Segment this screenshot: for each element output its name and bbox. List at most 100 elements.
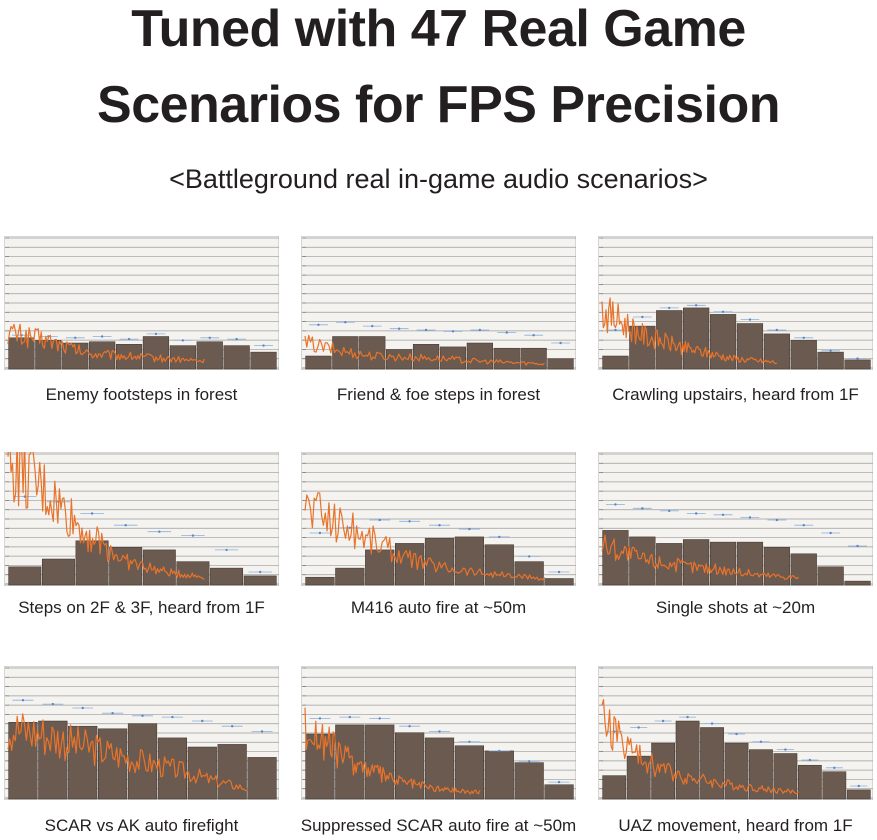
- bar: [365, 724, 395, 800]
- bar: [736, 541, 764, 586]
- marker-dot: [668, 306, 671, 310]
- bar: [629, 536, 656, 586]
- marker-dot: [154, 332, 158, 336]
- marker-dot: [258, 570, 262, 574]
- marker-dot: [348, 715, 352, 719]
- bar: [243, 575, 277, 586]
- marker-dot: [158, 530, 161, 533]
- bar: [749, 749, 773, 800]
- bar: [484, 750, 514, 800]
- bar: [98, 728, 128, 800]
- bar: [68, 725, 98, 800]
- bar: [365, 549, 395, 586]
- headline-line-1: Tuned with 47 Real Game: [131, 0, 746, 58]
- marker-dot: [802, 524, 805, 527]
- bar: [41, 558, 75, 586]
- chart-caption: UAZ movement, heard from 1F: [618, 816, 853, 835]
- chart-svg: [4, 236, 279, 370]
- spectrum-trace: [7, 323, 205, 364]
- marker-dot: [557, 780, 561, 784]
- marker-dot: [408, 520, 411, 523]
- spectrum-trace: [304, 707, 481, 795]
- marker-dot: [641, 507, 644, 510]
- scenario-chart-8: [301, 666, 576, 800]
- marker-dot: [378, 717, 381, 720]
- bar: [544, 784, 574, 800]
- bar: [454, 536, 484, 586]
- marker-dot: [262, 344, 265, 347]
- marker-dot: [748, 516, 752, 519]
- marker-dot: [661, 719, 665, 723]
- spectrum-trace: [304, 334, 545, 366]
- marker-dot: [532, 334, 535, 337]
- bar: [763, 333, 790, 370]
- bar: [223, 345, 250, 370]
- marker-dot: [498, 749, 501, 753]
- marker-dot: [775, 328, 779, 332]
- headline-line-2: Scenarios for FPS Precision: [97, 76, 780, 134]
- marker-dot: [614, 503, 617, 506]
- marker-dot: [686, 715, 689, 719]
- marker-dot: [397, 327, 401, 330]
- marker-dot: [318, 531, 322, 535]
- scenario-chart-5: [301, 452, 576, 586]
- marker-dot: [378, 518, 381, 522]
- scenario-chart-9: [598, 666, 873, 800]
- bar: [250, 351, 277, 370]
- marker-dot: [201, 719, 204, 723]
- chart-svg: [4, 666, 279, 800]
- bar: [547, 358, 574, 370]
- bar: [790, 340, 817, 370]
- bar: [724, 742, 749, 800]
- chart-caption: Single shots at ~20m: [655, 598, 816, 617]
- chart-caption: Enemy footsteps in forest: [45, 385, 238, 404]
- bar: [651, 742, 676, 800]
- bar: [359, 336, 386, 370]
- bar: [395, 543, 425, 586]
- marker-dot: [225, 548, 228, 552]
- marker-dot: [371, 324, 374, 328]
- chart-svg: [301, 666, 576, 800]
- bar: [466, 342, 493, 370]
- spectrum-trace: [601, 534, 799, 580]
- bar: [210, 567, 244, 586]
- bar: [142, 336, 170, 370]
- bar: [844, 580, 871, 586]
- bar: [700, 727, 724, 800]
- bar: [454, 745, 484, 800]
- marker-dot: [468, 740, 471, 743]
- bar: [709, 541, 737, 586]
- marker-dot: [802, 336, 805, 339]
- marker-dot: [748, 318, 752, 321]
- marker-dot: [260, 730, 264, 733]
- marker-dot: [141, 714, 144, 717]
- bar: [335, 724, 365, 800]
- marker-dot: [527, 760, 531, 763]
- marker-dot: [614, 328, 617, 332]
- bar: [514, 762, 544, 800]
- bar: [8, 337, 35, 370]
- bar: [484, 544, 514, 586]
- bar: [683, 307, 710, 370]
- chart-caption: Crawling upstairs, heard from 1F: [612, 385, 859, 404]
- marker-dot: [191, 534, 195, 537]
- chart-caption: Friend & foe steps in forest: [336, 385, 541, 404]
- spectrum-trace: [304, 492, 545, 581]
- bar: [520, 347, 547, 370]
- marker-dot: [230, 725, 234, 728]
- chart-caption: M416 auto fire at ~50m: [350, 598, 527, 617]
- bar: [305, 355, 332, 370]
- bar: [395, 732, 425, 800]
- marker-dot: [856, 357, 859, 360]
- marker-dot: [775, 518, 779, 522]
- marker-dot: [74, 336, 77, 339]
- subtitle: <Battleground real in-game audio scenari…: [169, 164, 708, 194]
- marker-dot: [100, 335, 104, 338]
- bar: [844, 359, 871, 370]
- bar: [822, 771, 847, 800]
- bar: [773, 753, 798, 800]
- marker-dot: [808, 758, 812, 762]
- marker-dot: [759, 740, 763, 743]
- marker-dot: [784, 748, 787, 751]
- bar: [797, 764, 822, 800]
